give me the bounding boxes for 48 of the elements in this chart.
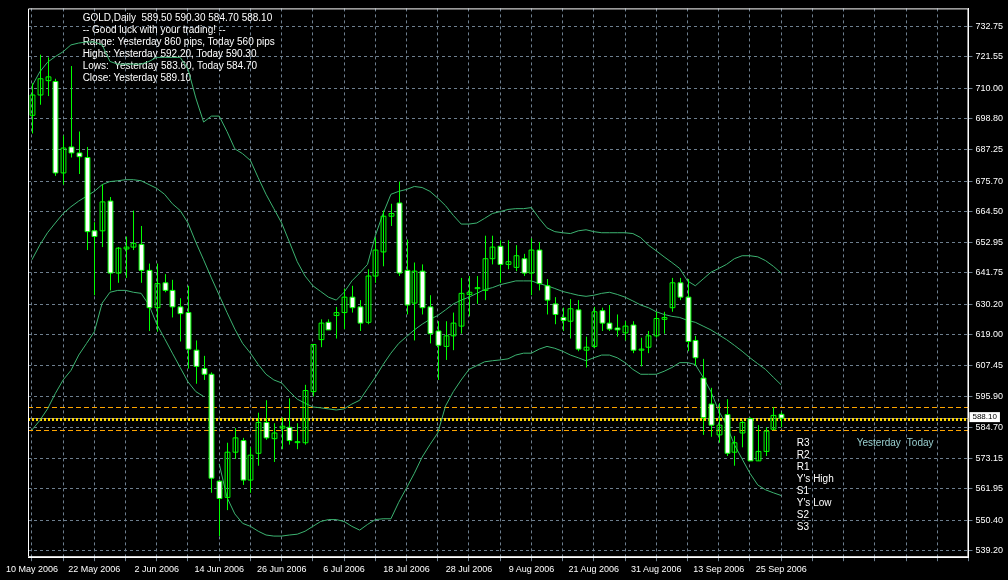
y-tick-label: 584.70 <box>975 421 1003 432</box>
x-tick-label: 6 Jul 2006 <box>323 564 365 575</box>
annotation: Close: Yesterday 589.10 <box>82 72 192 84</box>
y-tick-label: 630.20 <box>975 298 1003 309</box>
text: R2 <box>796 449 810 461</box>
annotation: Lows: Yesterday 583.60, Today 584.70 <box>82 60 258 72</box>
y-tick-label: 710.00 <box>975 82 1003 93</box>
y-tick-label: 664.50 <box>975 205 1003 216</box>
y-tick-label: 641.75 <box>975 267 1003 278</box>
y-tick-label: 539.20 <box>975 544 1003 555</box>
chart-title: GOLD,Daily 589.50 590.30 584.70 588.10 <box>82 12 273 24</box>
x-tick-label: 18 Jul 2006 <box>383 564 430 575</box>
y-tick-label: 698.80 <box>975 113 1003 124</box>
x-tick-label: 22 May 2006 <box>68 564 121 575</box>
x-tick-label: 13 Sep 2006 <box>693 564 745 575</box>
x-tick-label: 14 Jun 2006 <box>194 564 244 575</box>
text: S1 <box>796 485 810 497</box>
annotation: Range: Yesterday 860 pips, Today 560 pips <box>82 36 275 48</box>
ref-line-label: 588.10 <box>972 412 998 422</box>
x-tick-label: 31 Aug 2006 <box>631 564 682 575</box>
x-tick-label: 25 Sep 2006 <box>755 564 807 575</box>
x-tick-label: 2 Jun 2006 <box>134 564 180 575</box>
annotation: -- Good luck with your trading! -- <box>82 24 226 36</box>
y-tick-label: 561.95 <box>975 483 1003 494</box>
text: S3 <box>796 521 810 533</box>
x-tick-label: 28 Jul 2006 <box>445 564 493 575</box>
y-tick-label: 687.25 <box>975 144 1003 155</box>
annotation: Highs: Yesterday 592.20, Today 590.30 <box>82 48 257 60</box>
text: Today <box>906 437 934 449</box>
y-tick-label: 652.95 <box>975 237 1003 248</box>
text: Y's Low <box>796 497 833 509</box>
text: R1 <box>796 461 810 473</box>
x-tick-label: 21 Aug 2006 <box>568 564 620 575</box>
y-tick-label: 732.75 <box>975 21 1003 32</box>
text: S2 <box>796 509 810 521</box>
x-tick-label: 9 Aug 2006 <box>508 564 555 575</box>
y-tick-label: 550.40 <box>975 514 1003 525</box>
text: Y's High <box>796 473 834 485</box>
y-tick-label: 675.70 <box>975 175 1003 186</box>
y-tick-label: 595.90 <box>975 391 1003 402</box>
y-tick-label: 573.15 <box>975 453 1003 464</box>
text: R3 <box>796 437 810 449</box>
y-tick-label: 607.45 <box>975 360 1003 371</box>
y-tick-label: 619.00 <box>975 328 1003 339</box>
y-tick-label: 721.55 <box>975 51 1003 62</box>
text: Yesterday <box>856 437 901 449</box>
x-tick-label: 26 Jun 2006 <box>256 564 307 575</box>
x-tick-label: 10 May 2006 <box>5 564 58 575</box>
